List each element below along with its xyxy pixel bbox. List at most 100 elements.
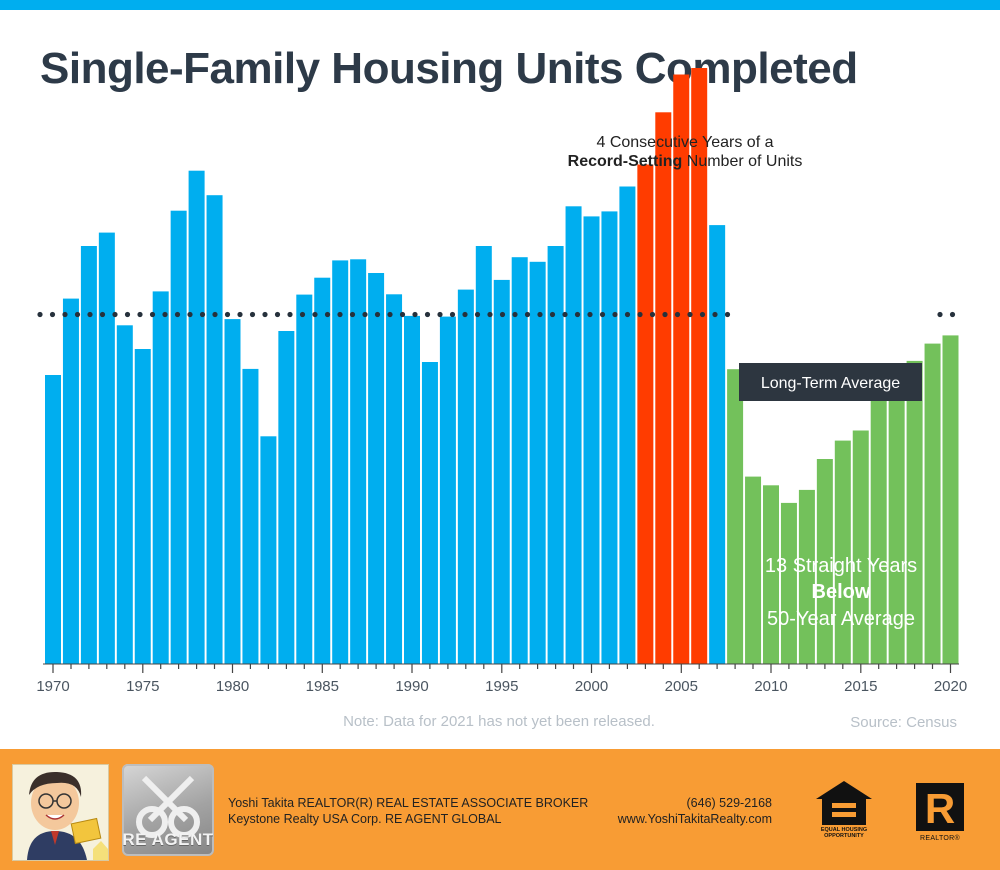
average-line-dot [649, 311, 656, 318]
average-line-dot [124, 311, 131, 318]
record-annotation-rest: Number of Units [682, 153, 802, 170]
bar-2018 [906, 360, 923, 664]
bar-2008 [727, 369, 744, 664]
bar-1976 [152, 291, 169, 664]
bar-1971 [62, 298, 79, 664]
bar-1994 [475, 246, 492, 664]
average-line-dot [62, 311, 68, 318]
bar-2015 [852, 430, 869, 664]
record-annotation-bold: Record-Setting [568, 153, 683, 170]
x-tick-label-1975: 1975 [126, 678, 159, 695]
data-note: Note: Data for 2021 has not yet been rel… [343, 713, 655, 730]
top-accent-bar [0, 0, 1000, 10]
bar-2001 [601, 211, 618, 664]
re-agent-logo-text: RE AGENT [122, 830, 214, 849]
agent-phone: (646) 529-2168 [686, 796, 772, 810]
average-line-dot [87, 311, 93, 318]
average-line-dot [662, 311, 668, 318]
average-line-dot [687, 311, 693, 318]
record-annotation-line1: 4 Consecutive Years of a [596, 134, 773, 151]
agent-footer: RE AGENT Yoshi Takita REALTOR(R) REAL ES… [0, 749, 1000, 870]
agent-company: Keystone Realty USA Corp. RE AGENT GLOBA… [228, 812, 502, 826]
average-line-dot [174, 311, 181, 318]
average-line-dot [212, 311, 218, 318]
average-line-dot [574, 311, 581, 318]
realtor-text: REALTOR® [920, 835, 960, 842]
average-line-dot [374, 311, 381, 318]
bar-1981 [242, 368, 259, 664]
average-dotted-line [37, 311, 956, 318]
average-line-dot [512, 311, 518, 318]
average-line-dot [287, 311, 293, 318]
agent-info: Yoshi Takita REALTOR(R) REAL ESTATE ASSO… [228, 795, 588, 827]
bar-1983 [278, 331, 295, 664]
bar-2012 [798, 489, 815, 664]
x-tick-label-2000: 2000 [575, 678, 608, 695]
bar-2020 [942, 335, 959, 664]
average-line-dot [449, 311, 456, 318]
below-annotation-line1: 13 Straight Years [765, 555, 917, 577]
x-tick-label-1970: 1970 [36, 678, 69, 695]
below-annotation-line3: 50-Year Average [767, 608, 915, 630]
bar-2014 [834, 440, 851, 664]
x-tick-label-2010: 2010 [754, 678, 787, 695]
bar-1979 [206, 195, 223, 664]
agent-contact: (646) 529-2168 www.YoshiTakitaRealty.com [590, 795, 772, 827]
average-line-dot [362, 311, 368, 318]
bar-2019 [924, 343, 941, 664]
average-line-dot [724, 311, 731, 318]
average-line-dot [262, 311, 268, 318]
average-line-dot [74, 311, 81, 318]
agent-website[interactable]: www.YoshiTakitaRealty.com [617, 812, 772, 826]
bar-1978 [188, 170, 205, 664]
bars-group [45, 68, 959, 665]
bar-1986 [332, 260, 349, 664]
bar-1974 [116, 325, 133, 664]
equal-housing-logo: EQUAL HOUSING OPPORTUNITY [812, 779, 876, 845]
average-line-dot [524, 311, 531, 318]
average-line-dot [224, 311, 231, 318]
average-line-dot [149, 311, 156, 318]
bar-1991 [421, 362, 438, 664]
x-tick-label-1990: 1990 [395, 678, 428, 695]
bar-2000 [583, 216, 600, 664]
agent-name: Yoshi Takita REALTOR(R) REAL ESTATE ASSO… [228, 796, 589, 810]
bar-1982 [260, 436, 277, 664]
average-line-dot [162, 311, 168, 318]
bar-1998 [547, 246, 564, 664]
average-line-dot [937, 311, 943, 318]
average-line-dot [387, 311, 393, 318]
bar-1997 [529, 261, 546, 664]
average-line-dot [424, 311, 431, 318]
average-line-dot [137, 311, 143, 318]
bar-2013 [816, 459, 833, 664]
average-line-dot [199, 311, 206, 318]
average-line-dot [549, 311, 556, 318]
bar-2009 [745, 476, 762, 664]
bar-1989 [386, 294, 403, 664]
page-title: Single-Family Housing Units Completed [40, 44, 858, 93]
x-axis-labels: 1970 1975 1980 1985 1990 1995 2000 2005 2010 2015… [36, 678, 967, 695]
realtor-logo: R REALTOR® [912, 779, 968, 845]
average-line-dot [949, 311, 956, 318]
bar-1977 [170, 210, 187, 664]
bar-1975 [134, 349, 151, 664]
average-line-dot [624, 311, 631, 318]
bar-1985 [314, 277, 331, 664]
average-line-dot [587, 311, 593, 318]
average-line-dot [462, 311, 468, 318]
average-label: Long-Term Average [761, 375, 900, 392]
bar-2002 [619, 186, 636, 664]
average-line-dot [237, 311, 243, 318]
bar-1992 [439, 316, 456, 664]
bar-1988 [368, 273, 385, 664]
record-annotation-line2: Record-Setting Number of Units [568, 153, 803, 170]
average-line-dot [437, 311, 443, 318]
x-tick-label-2020: 2020 [934, 678, 967, 695]
average-line-dot [349, 311, 356, 318]
keys-icon [136, 775, 200, 838]
average-line-dot [324, 311, 331, 318]
bar-1980 [224, 319, 241, 664]
bar-2007 [709, 225, 726, 664]
agent-portrait [12, 764, 109, 861]
